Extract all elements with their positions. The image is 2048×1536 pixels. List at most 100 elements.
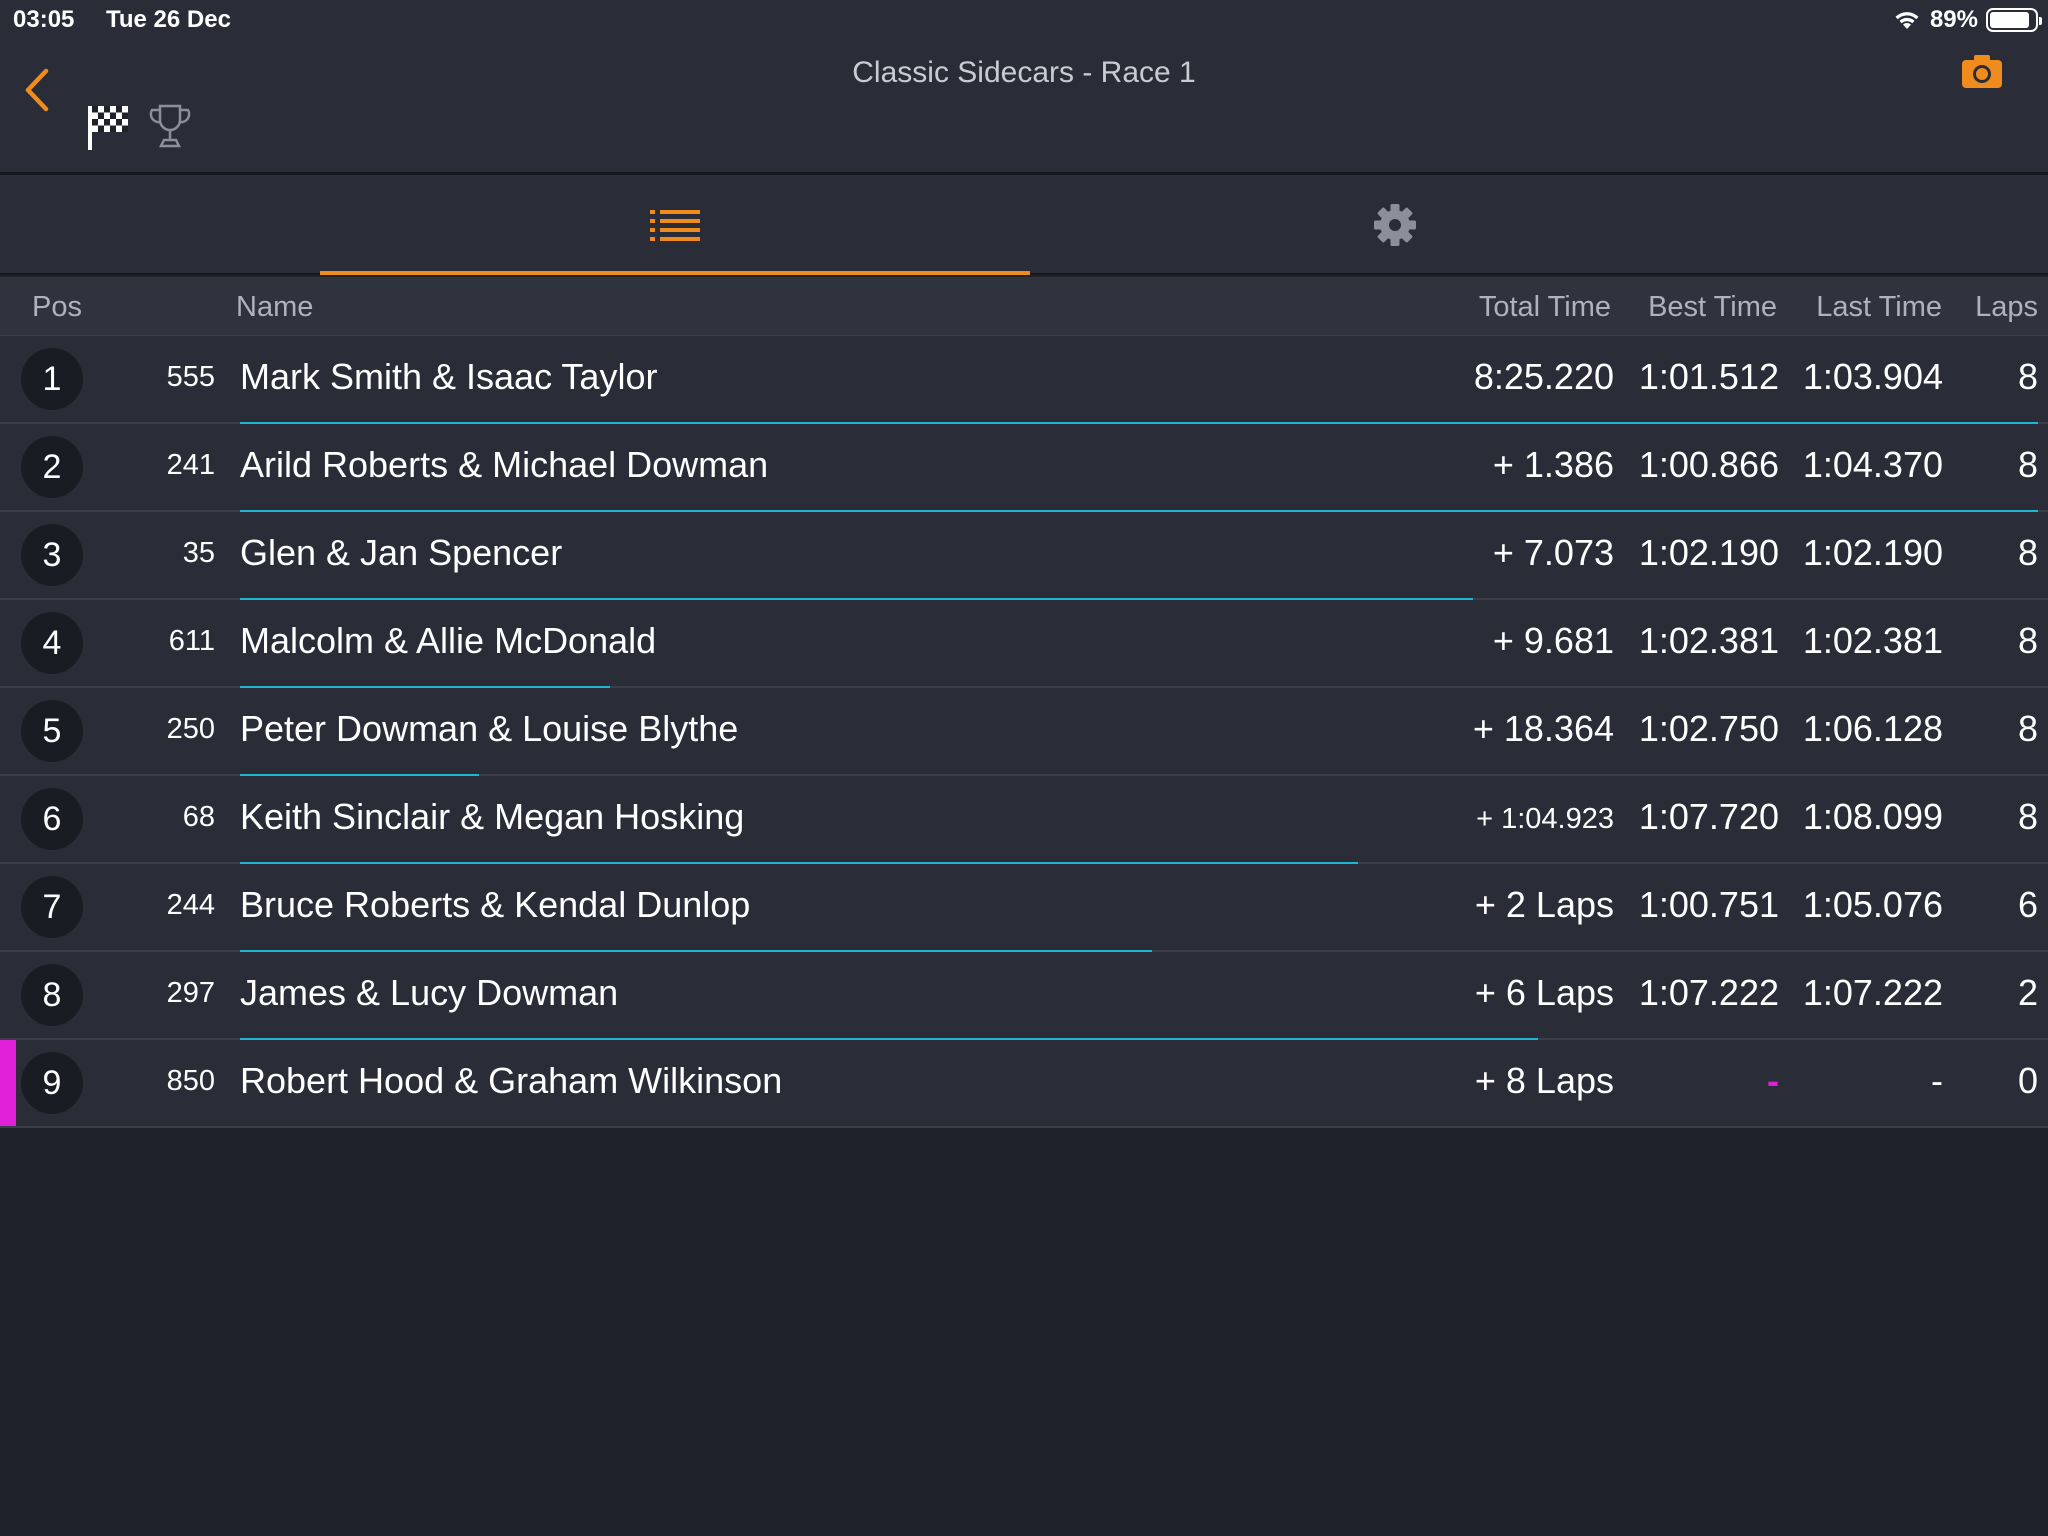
battery-percent: 89% <box>1929 6 1978 33</box>
best-time: - <box>1767 1060 1779 1101</box>
progress-fill <box>240 774 480 776</box>
tab-bar <box>0 175 2048 275</box>
total-time: + 6 Laps <box>1474 972 1614 1013</box>
total-time: + 1:04.923 <box>1476 803 1614 835</box>
table-row[interactable]: 7 244 Bruce Roberts & Kendal Dunlop + 2 Lap… <box>0 864 2048 952</box>
last-time: 1:02.381 <box>1802 620 1943 661</box>
laps-count: 6 <box>2017 884 2038 925</box>
best-time: 1:07.222 <box>1638 972 1779 1013</box>
trophy-icon[interactable] <box>148 102 192 150</box>
progress-fill <box>240 1038 1539 1040</box>
total-time: + 8 Laps <box>1474 1060 1614 1101</box>
gear-icon <box>1374 204 1416 246</box>
laps-count: 8 <box>2017 620 2038 661</box>
best-time: 1:02.190 <box>1638 532 1779 573</box>
progress-fill <box>240 510 2038 512</box>
status-right: 89% <box>1892 5 2042 35</box>
total-time: + 18.364 <box>1472 708 1614 749</box>
column-header-laps[interactable]: Laps <box>1975 291 2038 323</box>
race-number: 250 <box>166 713 215 745</box>
total-time: 8:25.220 <box>1473 356 1614 397</box>
position-badge: 2 <box>21 436 83 498</box>
total-time: + 9.681 <box>1492 620 1614 661</box>
progress-fill <box>240 422 2038 424</box>
table-row[interactable]: 6 68 Keith Sinclair & Megan Hosking + 1:04.… <box>0 776 2048 864</box>
progress-bar <box>240 950 2038 952</box>
column-header-pos[interactable]: Pos <box>32 291 82 323</box>
table-row[interactable]: 3 35 Glen & Jan Spencer + 7.073 1:02.190 1:02… <box>0 512 2048 600</box>
laps-count: 8 <box>2017 444 2038 485</box>
tab-settings[interactable] <box>1040 175 1750 275</box>
checkered-flag-icon[interactable] <box>86 102 132 152</box>
column-header-name[interactable]: Name <box>236 291 314 323</box>
position-badge: 5 <box>21 700 83 762</box>
progress-fill <box>240 862 1359 864</box>
last-time: 1:02.190 <box>1802 532 1943 573</box>
column-header-total-time[interactable]: Total Time <box>1478 291 1611 323</box>
tab-list[interactable] <box>320 175 1030 275</box>
results-table-header: Pos Name Total Time Best Time Last Time … <box>0 277 2048 336</box>
laps-count: 8 <box>2017 708 2038 749</box>
last-time: 1:04.370 <box>1802 444 1943 485</box>
table-row[interactable]: 1 555 Mark Smith & Isaac Taylor 8:25.220 1:0… <box>0 336 2048 424</box>
best-time: 1:02.750 <box>1638 708 1779 749</box>
list-icon <box>650 210 700 241</box>
last-time: 1:05.076 <box>1802 884 1943 925</box>
progress-bar <box>240 422 2038 424</box>
table-row[interactable]: 2 241 Arild Roberts & Michael Dowman + 1.38… <box>0 424 2048 512</box>
rider-names: Mark Smith & Isaac Taylor <box>240 356 658 397</box>
results-table-body: 1 555 Mark Smith & Isaac Taylor 8:25.220 1:0… <box>0 336 2048 1128</box>
progress-bar <box>240 686 2038 688</box>
camera-button[interactable] <box>1958 52 2006 92</box>
battery-icon <box>1986 8 2042 32</box>
laps-count: 2 <box>2017 972 2038 1013</box>
row-highlight-marker <box>0 1040 16 1126</box>
last-time: 1:07.222 <box>1802 972 1943 1013</box>
best-time: 1:02.381 <box>1638 620 1779 661</box>
race-number: 297 <box>166 977 215 1009</box>
progress-bar <box>240 1126 2038 1128</box>
progress-bar <box>240 1038 2038 1040</box>
rider-names: Keith Sinclair & Megan Hosking <box>240 796 745 837</box>
wifi-icon <box>1895 12 1919 29</box>
rider-names: Arild Roberts & Michael Dowman <box>240 444 769 485</box>
progress-fill <box>240 686 611 688</box>
race-number: 244 <box>166 889 215 921</box>
last-time: - <box>1931 1060 1943 1101</box>
rider-names: Robert Hood & Graham Wilkinson <box>240 1060 783 1101</box>
position-badge: 6 <box>21 788 83 850</box>
last-time: 1:06.128 <box>1802 708 1943 749</box>
race-number: 850 <box>166 1065 215 1097</box>
status-bar: 03:05 Tue 26 Dec 89% <box>0 0 2048 40</box>
race-number: 555 <box>166 361 215 393</box>
position-badge: 8 <box>21 964 83 1026</box>
progress-fill <box>240 950 1152 952</box>
total-time: + 1.386 <box>1492 444 1614 485</box>
progress-bar <box>240 510 2038 512</box>
progress-bar <box>240 598 2038 600</box>
chevron-left-icon <box>25 68 49 112</box>
laps-count: 8 <box>2017 356 2038 397</box>
position-badge: 1 <box>21 348 83 410</box>
position-badge: 9 <box>21 1052 83 1114</box>
back-button[interactable] <box>14 60 58 120</box>
table-row[interactable]: 8 297 James & Lucy Dowman + 6 Laps 1:07.222 1… <box>0 952 2048 1040</box>
page-title: Classic Sidecars - Race 1 <box>852 56 1196 89</box>
total-time: + 7.073 <box>1492 532 1614 573</box>
table-row[interactable]: 4 611 Malcolm & Allie McDonald + 9.681 1:02.… <box>0 600 2048 688</box>
table-row[interactable]: 9 850 Robert Hood & Graham Wilkinson + 8 La… <box>0 1040 2048 1128</box>
last-time: 1:03.904 <box>1802 356 1943 397</box>
race-number: 611 <box>168 625 215 657</box>
laps-count: 8 <box>2017 532 2038 573</box>
last-time: 1:08.099 <box>1802 796 1943 837</box>
progress-bar <box>240 862 2038 864</box>
column-header-last-time[interactable]: Last Time <box>1816 291 1942 323</box>
position-badge: 4 <box>21 612 83 674</box>
progress-fill <box>240 598 1474 600</box>
table-row[interactable]: 5 250 Peter Dowman & Louise Blythe + 18.364… <box>0 688 2048 776</box>
best-time: 1:07.720 <box>1638 796 1779 837</box>
best-time: 1:00.751 <box>1638 884 1779 925</box>
status-date: Tue 26 Dec <box>106 6 231 33</box>
column-header-best-time[interactable]: Best Time <box>1648 291 1777 323</box>
race-number: 35 <box>182 537 215 569</box>
